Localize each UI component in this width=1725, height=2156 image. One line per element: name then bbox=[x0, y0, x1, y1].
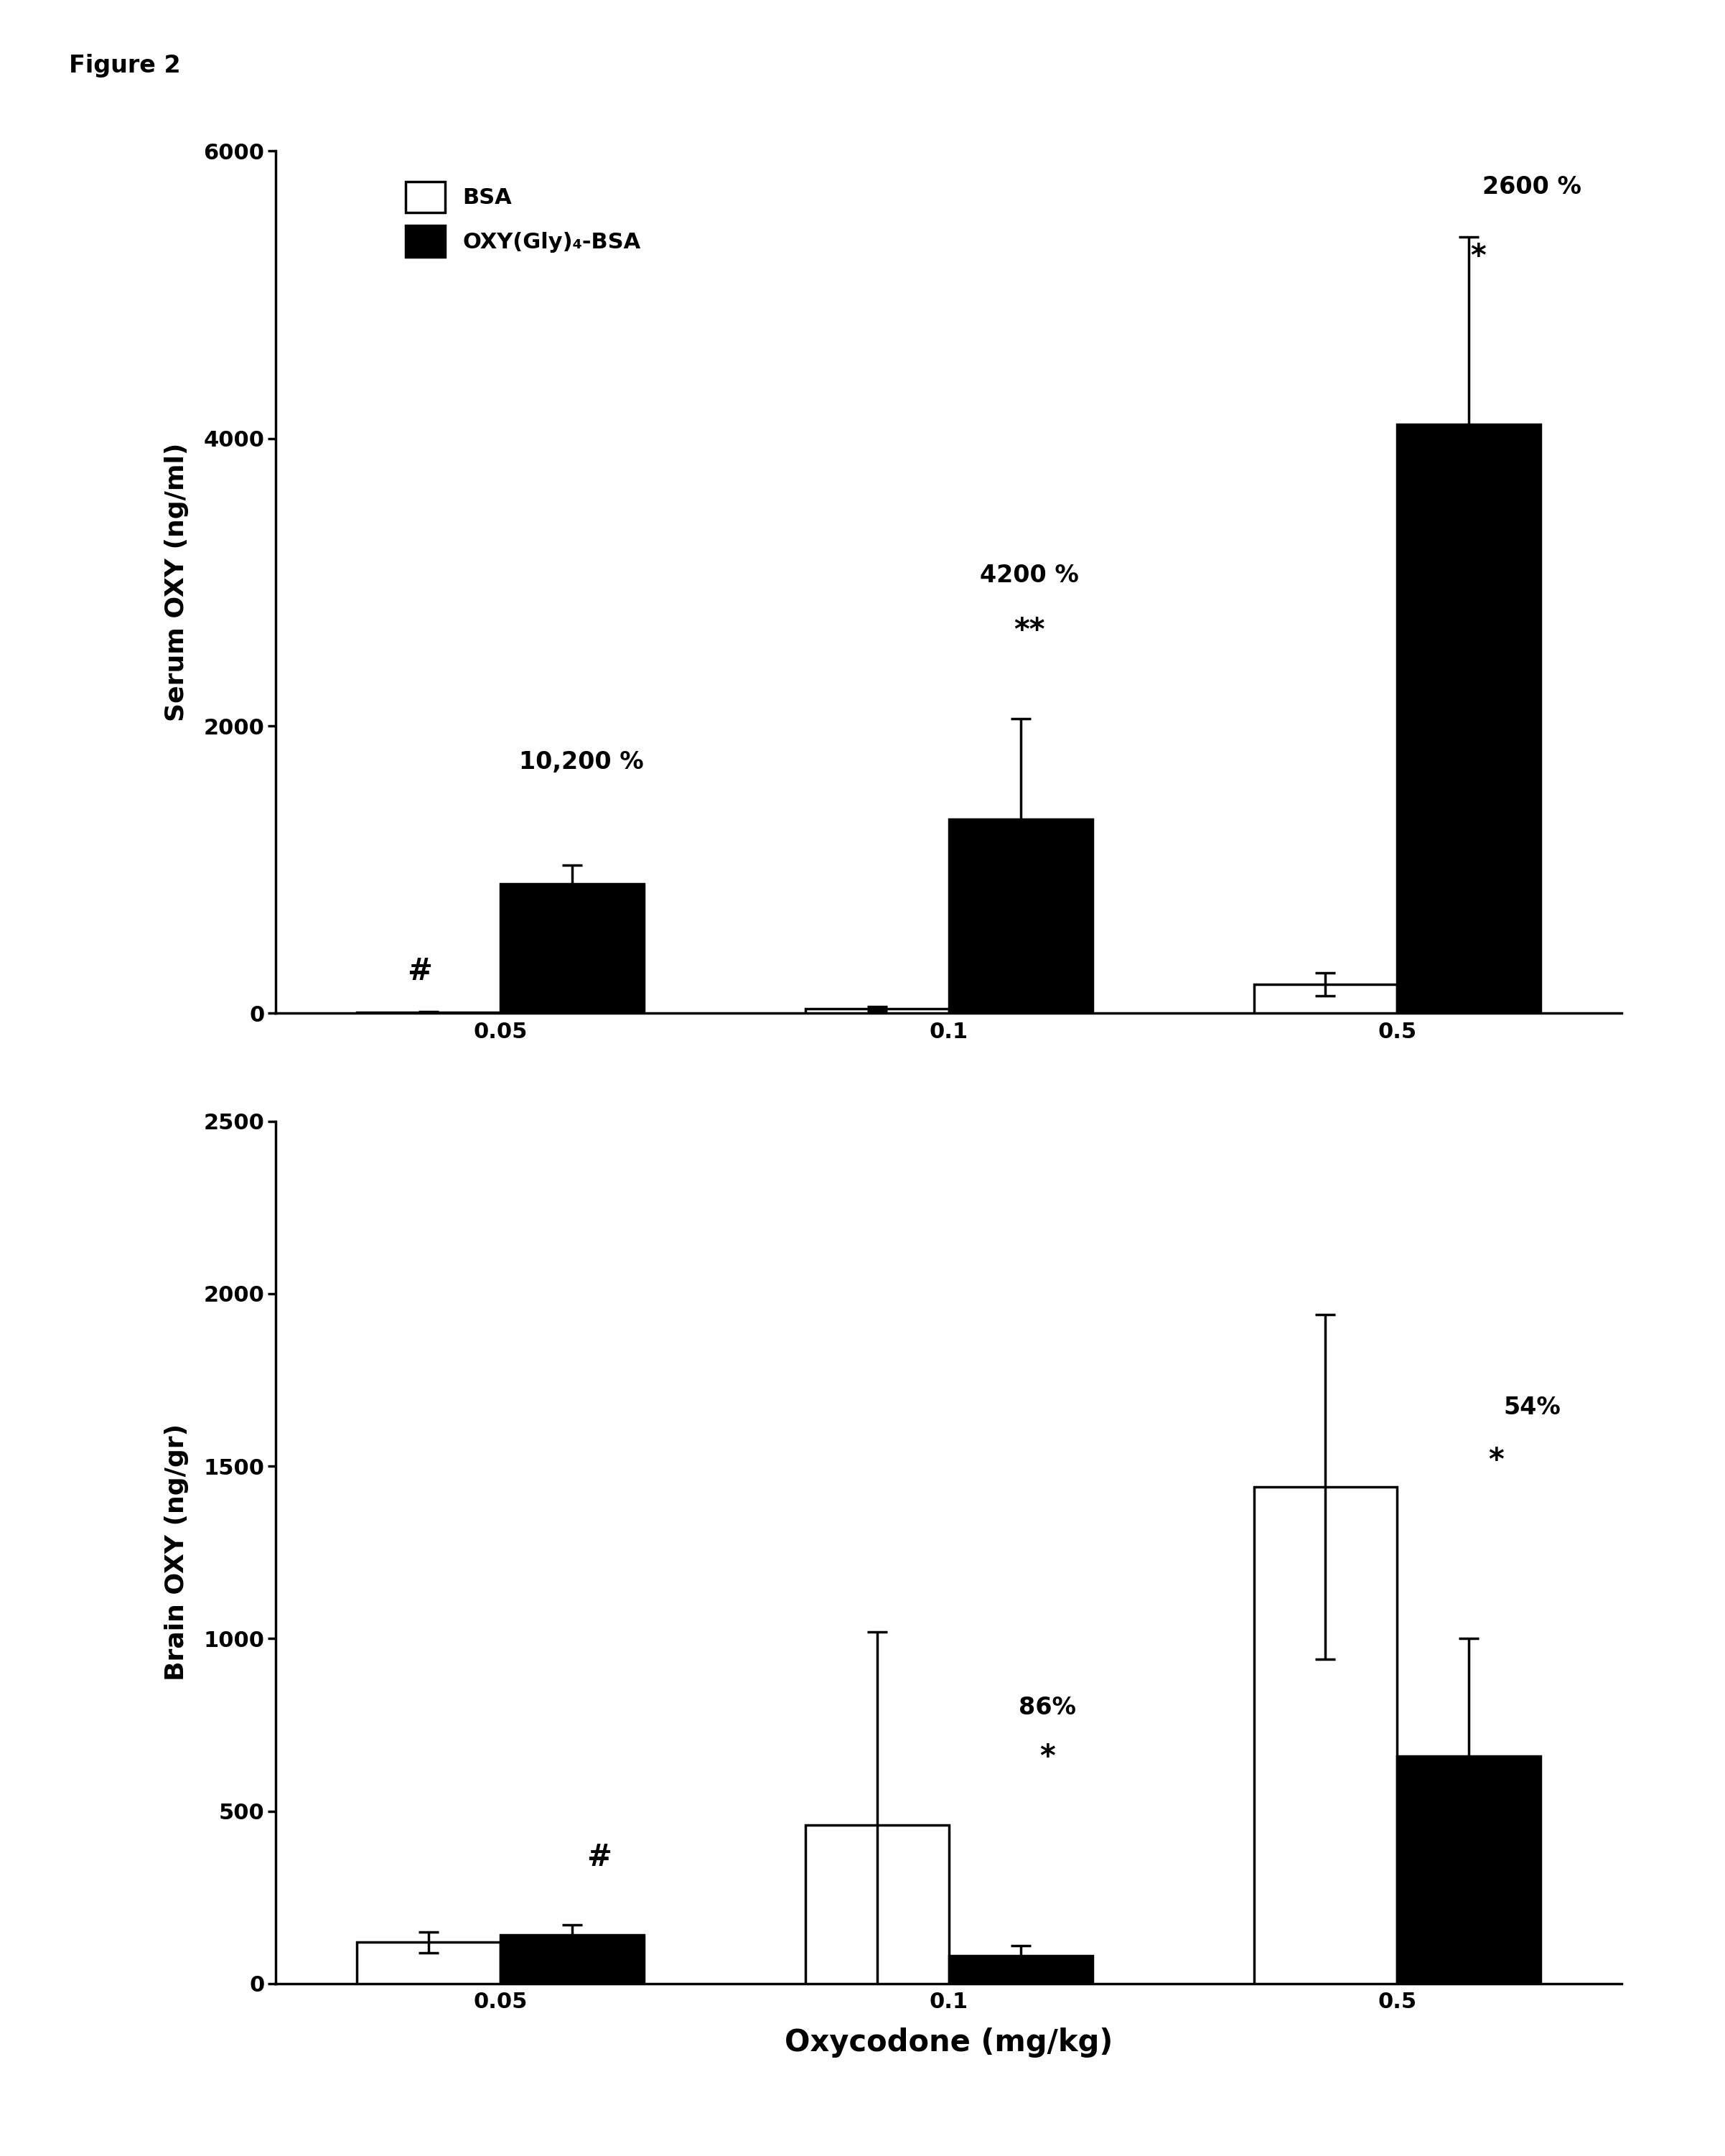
Bar bbox=[949, 1955, 1092, 1984]
Legend: BSA, OXY(Gly)₄-BSA: BSA, OXY(Gly)₄-BSA bbox=[395, 170, 652, 267]
Text: 4200 %: 4200 % bbox=[980, 563, 1078, 586]
Text: *: * bbox=[1489, 1447, 1504, 1477]
Text: 86%: 86% bbox=[1019, 1697, 1076, 1720]
Text: Figure 2: Figure 2 bbox=[69, 54, 181, 78]
Bar bbox=[1254, 985, 1397, 1013]
Text: *: * bbox=[1470, 241, 1485, 272]
Text: **: ** bbox=[1014, 617, 1045, 647]
Text: #: # bbox=[407, 957, 431, 987]
Bar bbox=[1397, 1755, 1540, 1984]
Bar bbox=[949, 819, 1092, 1013]
Text: 10,200 %: 10,200 % bbox=[519, 750, 643, 774]
Bar bbox=[806, 1009, 949, 1013]
Text: #: # bbox=[586, 1843, 611, 1874]
Bar bbox=[806, 1824, 949, 1984]
Bar bbox=[1397, 425, 1540, 1013]
Text: 2600 %: 2600 % bbox=[1482, 175, 1582, 198]
Text: *: * bbox=[1040, 1742, 1056, 1772]
Bar bbox=[500, 1936, 643, 1984]
Bar bbox=[357, 1943, 500, 1984]
Y-axis label: Serum OXY (ng/ml): Serum OXY (ng/ml) bbox=[164, 442, 188, 722]
Y-axis label: Brain OXY (ng/gr): Brain OXY (ng/gr) bbox=[164, 1423, 188, 1682]
X-axis label: Oxycodone (mg/kg): Oxycodone (mg/kg) bbox=[785, 2027, 1113, 2057]
Bar bbox=[1254, 1488, 1397, 1984]
Bar bbox=[500, 884, 643, 1013]
Text: 54%: 54% bbox=[1502, 1395, 1561, 1419]
